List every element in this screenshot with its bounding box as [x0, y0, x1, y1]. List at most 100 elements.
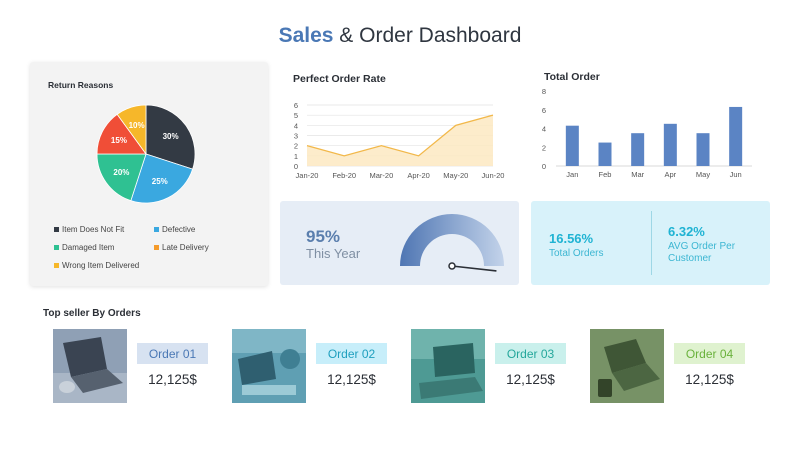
bar [696, 133, 710, 166]
seller-card-2[interactable]: Order 02 12,125$ [232, 329, 392, 404]
legend-swatch [54, 245, 59, 250]
legend-label: Item Does Not Fit [62, 225, 125, 234]
seller-card-1[interactable]: Order 01 12,125$ [53, 329, 213, 404]
gauge-needle [451, 265, 497, 272]
kpi-total-orders: 16.56% Total Orders [549, 231, 644, 260]
x-tick-label: Apr-20 [407, 171, 430, 180]
bar [631, 133, 645, 166]
gauge-arc [400, 214, 504, 266]
y-tick-label: 4 [294, 121, 298, 130]
y-tick-label: 2 [294, 142, 298, 151]
top-sellers-title: Top seller By Orders [43, 308, 141, 319]
laptop-screen [238, 351, 276, 385]
bar [729, 106, 743, 166]
order-tag: Order 01 [137, 343, 208, 364]
legend-label: Late Delivery [162, 243, 209, 252]
bar [565, 125, 579, 166]
legend-item-damaged: Damaged Item [54, 243, 114, 252]
x-tick-label: Apr [664, 170, 676, 179]
pie-slice-label: 10% [129, 121, 145, 130]
perfect-order-rate-title: Perfect Order Rate [293, 73, 386, 85]
kpi-value: 6.32% [668, 224, 705, 239]
seller-card-4[interactable]: Order 04 12,125$ [590, 329, 750, 404]
order-price: 12,125$ [327, 372, 376, 387]
order-tag: Order 02 [316, 343, 387, 364]
legend-swatch [54, 263, 59, 268]
laptop-base [419, 377, 483, 399]
legend-label: Damaged Item [62, 243, 115, 252]
y-tick-label: 1 [294, 152, 298, 161]
order-price: 12,125$ [506, 372, 555, 387]
total-order-title: Total Order [544, 71, 600, 83]
page-title-rest: & Order Dashboard [333, 24, 522, 47]
page-title: Sales & Order Dashboard [0, 24, 800, 48]
legend-swatch [154, 227, 159, 232]
bar [663, 123, 677, 166]
y-tick-label: 2 [542, 143, 546, 152]
this-year-card: 95% This Year [280, 201, 519, 285]
this-year-gauge [400, 214, 504, 272]
pie-slice [145, 104, 196, 170]
thumb-shade [232, 329, 306, 353]
page-title-accent: Sales [278, 24, 334, 47]
this-year-value: 95% [306, 227, 341, 246]
phone [598, 379, 612, 397]
legend-label: Defective [162, 225, 196, 234]
laptop-base [242, 385, 296, 395]
order-tag: Order 04 [674, 343, 745, 364]
seller-card-3[interactable]: Order 03 12,125$ [411, 329, 571, 404]
laptop-photo-icon [411, 329, 485, 403]
kpi-label: AVG Order Per Customer [668, 241, 736, 264]
return-reasons-card: Return Reasons 30% 25% 20% 15% 10% Item Does… [30, 62, 268, 286]
kpi-divider [651, 211, 652, 275]
x-tick-label: Jun [730, 170, 742, 179]
series-line [306, 114, 494, 157]
x-tick-label: Mar-20 [370, 171, 394, 180]
order-price: 12,125$ [148, 372, 197, 387]
laptop-screen [604, 339, 646, 373]
kpi-card: 16.56% Total Orders 6.32% AVG Order Per … [531, 201, 770, 285]
legend-label: Wrong Item Delivered [62, 261, 140, 270]
legend-item-defective: Defective [154, 225, 195, 234]
area-fill [307, 115, 493, 166]
legend-item-late: Late Delivery [154, 243, 209, 252]
pie-slice [130, 153, 194, 204]
x-tick-label: Jan-20 [296, 171, 319, 180]
legend-swatch [154, 245, 159, 250]
kpi-value: 16.56% [549, 231, 594, 246]
y-tick-label: 3 [294, 132, 298, 141]
gauge-hub [448, 262, 456, 270]
y-tick-label: 0 [294, 162, 298, 171]
plant [280, 349, 300, 369]
pie-slice-label: 30% [163, 132, 179, 141]
pie-slice-label: 25% [152, 177, 168, 186]
x-tick-label: Feb-20 [332, 171, 356, 180]
y-tick-label: 6 [294, 101, 298, 110]
x-tick-label: Jun-20 [482, 171, 505, 180]
y-tick-label: 0 [542, 162, 546, 171]
y-tick-label: 8 [542, 87, 546, 96]
return-reasons-pie-chart: 30% 25% 20% 15%10% [96, 104, 196, 204]
x-tick-label: May-20 [443, 171, 468, 180]
x-tick-label: May [696, 170, 710, 179]
x-tick-label: Mar [631, 170, 644, 179]
y-tick-label: 5 [294, 111, 298, 120]
this-year-label: This Year [306, 246, 361, 261]
bar [598, 142, 612, 166]
return-reasons-title: Return Reasons [48, 80, 114, 90]
x-tick-label: Feb [599, 170, 612, 179]
laptop-photo-icon [590, 329, 664, 403]
laptop-photo-icon [232, 329, 306, 403]
laptop-screen [433, 343, 475, 377]
kpi-avg-order: 6.32% AVG Order Per Customer [668, 224, 763, 265]
y-tick-label: 6 [542, 106, 546, 115]
x-tick-label: Jan [566, 170, 578, 179]
order-tag: Order 03 [495, 343, 566, 364]
laptop-photo-icon [53, 329, 127, 403]
legend-item-wrong: Wrong Item Delivered [54, 261, 139, 270]
pie-slice [96, 153, 147, 202]
laptop-base [71, 369, 123, 393]
pie-slice-label: 20% [113, 168, 129, 177]
pie-slice-label: 15% [111, 136, 127, 145]
